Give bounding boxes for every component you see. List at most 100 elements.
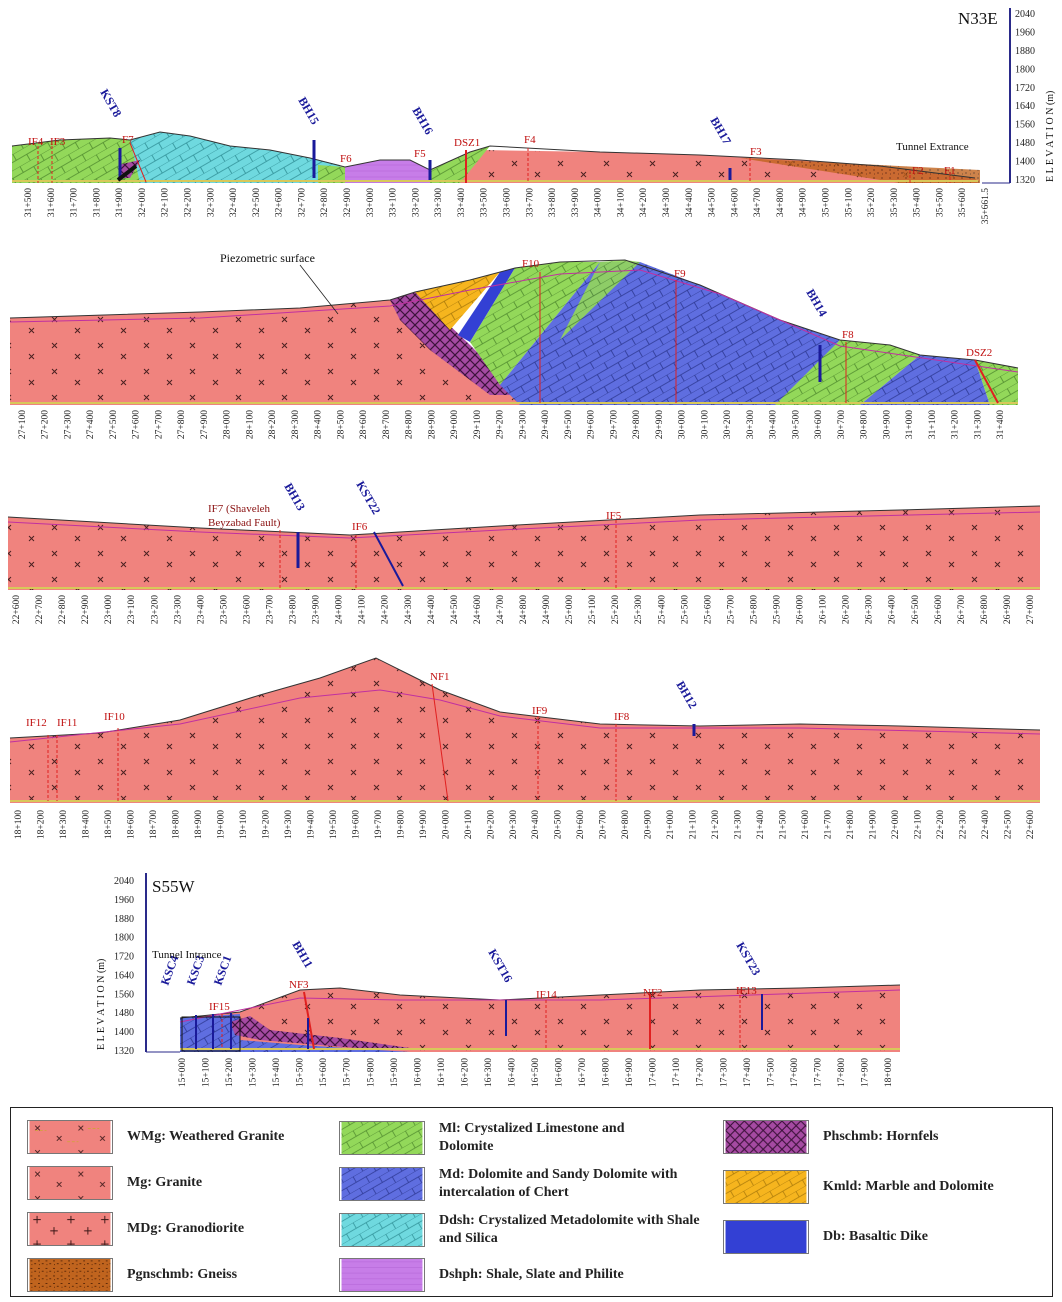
feature-label: KST22 (353, 479, 383, 517)
chainage-tick-label: 22+800 (58, 595, 68, 624)
chainage-tick-label: 19+700 (374, 810, 384, 839)
chainage-tick-label: 34+500 (708, 188, 718, 217)
chainage-tick-label: 30+500 (791, 410, 801, 439)
chainage-tick-label: 32+100 (161, 188, 171, 217)
elevation-tick-label: 1400 (1015, 157, 1035, 168)
chainage-tick-label: 20+700 (599, 810, 609, 839)
chainage-tick-label: 18+700 (149, 810, 159, 839)
chainage-tick-label: 16+600 (555, 1058, 565, 1087)
elevation-tick-label: 1960 (114, 895, 134, 906)
chainage-tick-label: 31+700 (70, 188, 80, 217)
chainage-tick-label: 32+500 (252, 188, 262, 217)
chainage-tick-label: 35+600 (958, 188, 968, 217)
dolomite-s2-b (860, 355, 990, 405)
section-4-chainage: 18+100 18+200 18+300 18+400 18+500 18+600 18+7… (14, 810, 1036, 839)
feature-label: BH17 (707, 115, 734, 147)
feature-label: KST8 (97, 87, 124, 120)
chainage-tick-label: 25+900 (773, 595, 783, 624)
chainage-tick-label: 22+300 (959, 810, 969, 839)
legend-swatch-mdg (27, 1212, 113, 1246)
chainage-tick-label: 30+300 (746, 410, 756, 439)
feature-label: NF2 (643, 987, 663, 999)
chainage-tick-label: 27+200 (41, 410, 51, 439)
legend-item-wmg: WMg: Weathered Granite (27, 1120, 284, 1154)
elevation-tick-label: 1560 (1015, 120, 1035, 131)
chainage-tick-label: 35+500 (935, 188, 945, 217)
chainage-tick-label: 17+600 (790, 1058, 800, 1087)
chainage-tick-label: 32+000 (138, 188, 148, 217)
feature-label: IF3 (50, 136, 66, 148)
metadolomite-s1 (130, 132, 340, 183)
feature-label: KST16 (485, 947, 515, 985)
chainage-tick-label: 28+200 (268, 410, 278, 439)
legend-item-kmld: Kmld: Marble and Dolomite (723, 1170, 994, 1204)
elevation-tick-label: 1960 (1015, 27, 1035, 38)
chainage-tick-label: 16+900 (625, 1058, 635, 1087)
chainage-tick-label: 32+800 (320, 188, 330, 217)
faults-s2 (539, 272, 999, 404)
chainage-tick-label: 24+300 (404, 595, 414, 624)
feature-label: F4 (524, 134, 536, 146)
feature-label: F5 (414, 148, 426, 160)
piezometric-line-s4 (9, 689, 1041, 743)
chainage-tick-label: 24+600 (473, 595, 483, 624)
chainage-tick-label: 19+300 (284, 810, 294, 839)
legend-item-ddsh: Ddsh: Crystalized Metadolomite with Shal… (339, 1212, 709, 1248)
chainage-tick-label: 15+500 (296, 1058, 306, 1087)
section-4-labels: IF12 IF11 IF10 NF1 IF9 IF8 BH12 (26, 671, 700, 729)
shale-s1 (345, 160, 430, 183)
chainage-tick-label: 19+000 (216, 810, 226, 839)
chainage-tick-label: 34+000 (594, 188, 604, 217)
legend-label-kmld: Kmld: Marble and Dolomite (823, 1179, 994, 1194)
surface-s2 (9, 259, 1019, 369)
chainage-tick-label: 25+800 (749, 595, 759, 624)
chainage-tick-label: 17+000 (649, 1058, 659, 1087)
chainage-tick-label: 26+100 (819, 595, 829, 624)
chainage-tick-label: 26+000 (796, 595, 806, 624)
chainage-tick-label: 29+300 (518, 410, 528, 439)
granite-body-s3 (8, 506, 1040, 590)
chainage-tick-label: 30+100 (700, 410, 710, 439)
chainage-tick-label: 15+300 (249, 1058, 259, 1087)
feature-label: DSZ2 (966, 347, 992, 359)
elevation-tick-label: 1800 (114, 933, 134, 944)
chainage-tick-label: 21+800 (846, 810, 856, 839)
chainage-tick-label: 24+500 (450, 595, 460, 624)
chainage-tick-label: 18+300 (59, 810, 69, 839)
chainage-tick-label: 28+400 (314, 410, 324, 439)
chainage-tick-label: 22+900 (81, 595, 91, 624)
chainage-tick-label: 21+500 (779, 810, 789, 839)
orientation-bottom: S55W (152, 877, 195, 896)
chainage-tick-label: 34+700 (753, 188, 763, 217)
chainage-tick-label: 20+300 (509, 810, 519, 839)
legend-swatch-dshph (339, 1258, 425, 1292)
chainage-tick-label: 18+200 (36, 810, 46, 839)
chainage-tick-label: 17+700 (813, 1058, 823, 1087)
chainage-tick-label: 31+600 (47, 188, 57, 217)
chainage-tick-label: 31+800 (92, 188, 102, 217)
feature-label: NF3 (289, 979, 309, 991)
chainage-tick-label: 31+900 (115, 188, 125, 217)
chainage-tick-label: 35+661.5 (981, 188, 991, 224)
feature-label: F8 (842, 329, 854, 341)
chainage-tick-label: 26+500 (911, 595, 921, 624)
legend-label-mg: Mg: Granite (127, 1175, 203, 1190)
chainage-tick-label: 31+500 (24, 188, 34, 217)
chainage-tick-label: 26+800 (980, 595, 990, 624)
chainage-tick-label: 15+200 (225, 1058, 235, 1087)
chainage-tick-label: 29+200 (496, 410, 506, 439)
elevation-tick-label: 2040 (1015, 9, 1035, 20)
chainage-tick-label: 30+200 (723, 410, 733, 439)
tunnel-entrance-note: Tunnel Intrance (152, 949, 222, 961)
feature-label: BH16 (409, 105, 436, 137)
feature-label: F1 (944, 165, 956, 177)
chainage-tick-label: 20+800 (621, 810, 631, 839)
chainage-tick-label: 26+900 (1003, 595, 1013, 624)
hornfels-s5 (230, 1016, 410, 1050)
chainage-tick-label: 30+000 (678, 410, 688, 439)
chainage-tick-label: 26+200 (842, 595, 852, 624)
chainage-tick-label: 27+900 (200, 410, 210, 439)
chainage-tick-label: 27+700 (154, 410, 164, 439)
legend-label-wmg: WMg: Weathered Granite (127, 1129, 285, 1144)
